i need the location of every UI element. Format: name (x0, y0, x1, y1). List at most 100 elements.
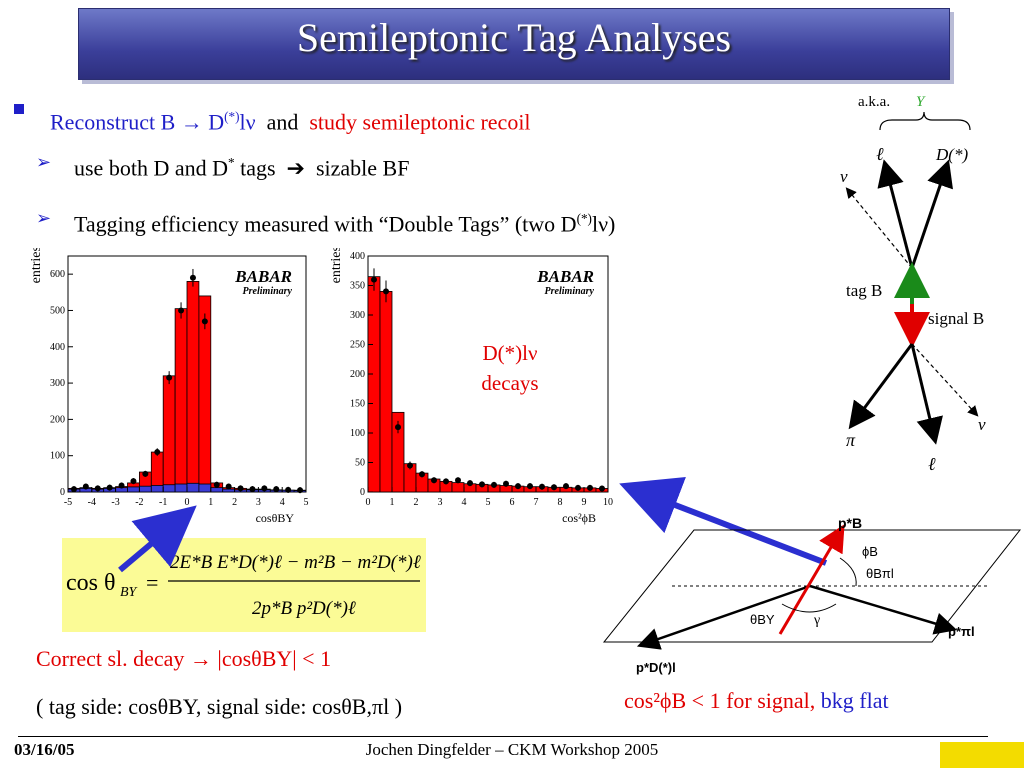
data-point (70, 486, 77, 493)
cos2-blue: bkg flat (820, 688, 889, 713)
signal-bar (451, 482, 465, 493)
data-point (166, 374, 173, 381)
x-tick-label: 1 (390, 497, 395, 508)
bullet-sub2-text2: lν) (591, 211, 616, 237)
x-tick-label: 3 (438, 497, 443, 508)
bullet-sub1-sup: * (227, 155, 235, 170)
correct-decay-text: Correct sl. decay → |cosθBY| < 1 (36, 646, 332, 671)
formula-equals: = (146, 570, 158, 595)
preliminary-label: Preliminary (243, 286, 293, 297)
x-tick-label: 9 (582, 497, 587, 508)
x-tick-label: 2 (232, 497, 237, 508)
data-point (539, 483, 545, 490)
signal-bar (162, 375, 176, 493)
x-tick-label: 7 (534, 497, 539, 508)
background-bar (210, 487, 224, 493)
ell-top-label: ℓ (876, 144, 884, 164)
data-point (106, 484, 113, 491)
data-point (395, 424, 401, 431)
bullet-sub2-sup: (*) (576, 211, 592, 226)
thetaBY-label: θBY (750, 612, 775, 627)
data-point (94, 485, 101, 492)
data-point (383, 288, 389, 295)
gamma-arc (781, 603, 837, 613)
background-bar (127, 486, 140, 493)
footer-date: 03/16/05 (14, 740, 75, 759)
signal-bar (186, 281, 200, 493)
x-axis-label: cos²ϕB (562, 511, 596, 525)
background-bar (174, 483, 188, 493)
data-point (419, 471, 425, 478)
data-point (154, 449, 161, 456)
bullet-square-icon (14, 104, 24, 114)
decay-diagram: a.k.a. Y ℓ D(*) ν tag B signal B π ℓ ν (840, 94, 986, 474)
data-point (443, 478, 449, 485)
ppil-label: p*πl (948, 624, 975, 639)
footer-rule (18, 736, 988, 737)
page-title: Semileptonic Tag Analyses (296, 15, 732, 60)
y-axis-label: entries/0.5 (329, 248, 344, 283)
data-point (491, 481, 497, 488)
data-point (261, 485, 268, 492)
ell-bottom-label: ℓ (928, 454, 936, 474)
nu-bottom-track (911, 343, 979, 417)
y-tick-label: 400 (50, 342, 65, 353)
bullet-main-red: study semileptonic recoil (309, 109, 531, 135)
x-tick-label: 0 (185, 497, 190, 508)
y-axis-label: entries/0.5 (29, 248, 44, 283)
y-tick-label: 350 (350, 281, 365, 292)
histogram-cos2phi-b: 0 1 2 3 4 5 6 7 8 9 10050100150200250300350400entr… (329, 248, 613, 525)
x-axis-label: cosθBY (256, 511, 295, 525)
pDl-label: p*D(*)l (636, 660, 676, 675)
y-tick-label: 300 (50, 378, 65, 389)
p-dl-vector (636, 584, 811, 650)
pi-label: π (846, 430, 856, 450)
bullet-sub2: Tagging efficiency measured with “Double… (74, 206, 615, 237)
data-point (225, 483, 232, 490)
data-point (82, 483, 89, 490)
y-tick-label: 200 (350, 369, 365, 380)
data-point (407, 462, 413, 469)
data-point (371, 276, 377, 283)
y-tick-label: 100 (50, 451, 65, 462)
pi-track (848, 343, 914, 430)
y-tick-label: 50 (355, 458, 365, 469)
x-tick-label: -2 (135, 497, 143, 508)
data-point (130, 478, 137, 485)
signal-bar (391, 411, 405, 493)
data-point (503, 480, 509, 487)
tag-b-label: tag B (846, 281, 882, 300)
babar-logo: BABAR (234, 267, 292, 286)
data-point (467, 480, 473, 487)
title-bar (78, 8, 950, 80)
formula-costheta-by: cos θ BY = 2E*B E*D(*)ℓ − m²B − m²D(*)ℓ … (66, 552, 421, 619)
plane-outline (602, 529, 1022, 643)
gamma-label: γ (813, 613, 820, 628)
x-tick-label: 8 (558, 497, 563, 508)
plane-diagram: p*B ϕB θBπl θBY γ p*πl p*D(*)l (602, 515, 1022, 675)
formula-lhs-sub: BY (120, 585, 139, 600)
formula-numerator: 2E*B E*D(*)ℓ − m²B − m²D(*)ℓ (170, 552, 421, 573)
x-tick-label: -4 (88, 497, 96, 508)
x-tick-label: -3 (111, 497, 119, 508)
bullet-main-text: Reconstruct B → D (50, 109, 225, 135)
y-tick-label: 200 (50, 414, 65, 425)
data-point (455, 477, 461, 484)
footer-box (940, 742, 1024, 768)
data-point (575, 484, 581, 491)
dstar-label: D(*) (935, 145, 968, 164)
y-tick-label: 0 (60, 487, 65, 498)
x-tick-label: 0 (366, 497, 371, 508)
data-point (273, 486, 280, 493)
brace-icon (879, 111, 971, 131)
signal-bar (174, 308, 188, 493)
y-tick-label: 300 (350, 310, 365, 321)
bullet-sub1: use both D and D* tags ➔ sizable BF (74, 150, 409, 181)
data-point (118, 482, 125, 489)
ell-top-track (877, 159, 914, 269)
x-tick-label: 3 (256, 497, 261, 508)
x-tick-label: 1 (208, 497, 213, 508)
cos2-red: cos²ϕB < 1 for signal, (624, 688, 816, 713)
data-point (285, 486, 292, 493)
data-point (479, 481, 485, 488)
